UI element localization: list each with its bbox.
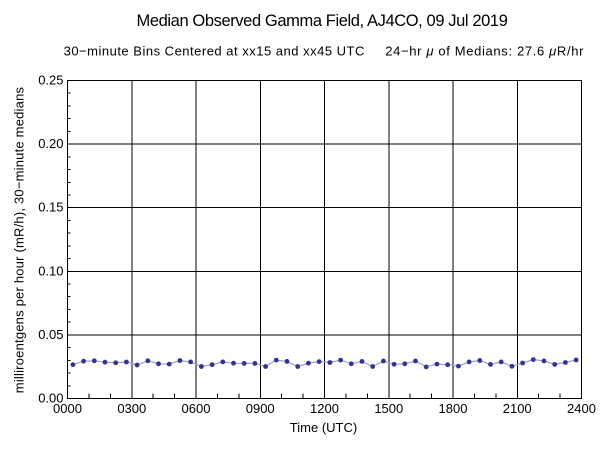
svg-text:0.00: 0.00 [38,391,63,406]
svg-text:1200: 1200 [310,401,339,416]
svg-text:Median Observed Gamma Field, A: Median Observed Gamma Field, AJ4CO, 09 J… [137,12,508,30]
svg-text:1500: 1500 [374,401,403,416]
svg-text:1800: 1800 [439,401,468,416]
svg-text:0600: 0600 [182,401,211,416]
svg-text:0.15: 0.15 [38,200,63,215]
svg-text:2400: 2400 [567,401,596,416]
svg-text:0.10: 0.10 [38,263,63,278]
svg-text:24−hr μ of Medians: 27.6 μR/hr: 24−hr μ of Medians: 27.6 μR/hr [385,43,584,58]
svg-text:30−minute Bins Centered at xx1: 30−minute Bins Centered at xx15 and xx45… [64,43,365,58]
svg-text:2100: 2100 [503,401,532,416]
svg-text:0.20: 0.20 [38,136,63,151]
svg-text:0000: 0000 [53,401,82,416]
svg-text:0900: 0900 [246,401,275,416]
svg-text:0.05: 0.05 [38,327,63,342]
svg-text:Time (UTC): Time (UTC) [290,420,357,435]
svg-text:0.25: 0.25 [38,73,63,88]
svg-text:milliroentgens per hour (mR/h): milliroentgens per hour (mR/h), 30−minut… [12,87,27,394]
svg-text:0300: 0300 [117,401,146,416]
